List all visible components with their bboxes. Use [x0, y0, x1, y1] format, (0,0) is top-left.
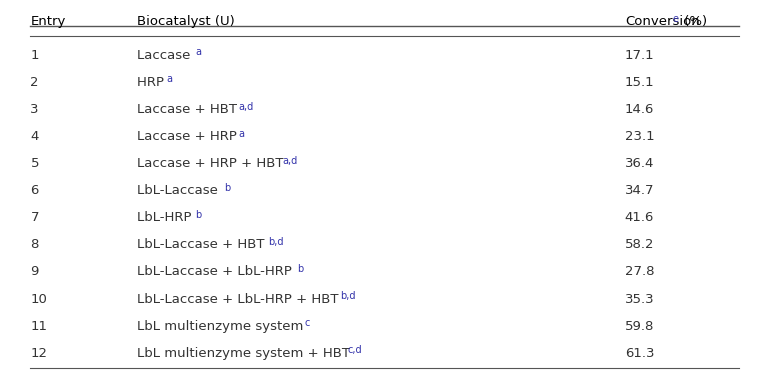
Text: a,d: a,d — [282, 156, 297, 166]
Text: b: b — [224, 183, 230, 193]
Text: 27.8: 27.8 — [625, 265, 655, 279]
Text: b: b — [297, 264, 303, 274]
Text: Laccase: Laccase — [137, 49, 195, 62]
Text: 41.6: 41.6 — [625, 211, 655, 224]
Text: 9: 9 — [30, 265, 39, 279]
Text: 2: 2 — [30, 76, 39, 89]
Text: Laccase + HRP + HBT: Laccase + HRP + HBT — [137, 157, 288, 170]
Text: Conversion: Conversion — [625, 15, 700, 28]
Text: 36.4: 36.4 — [625, 157, 655, 170]
Text: 15.1: 15.1 — [625, 76, 655, 89]
Text: 7: 7 — [30, 211, 39, 224]
Text: a: a — [239, 129, 245, 139]
Text: a: a — [166, 74, 172, 85]
Text: a,d: a,d — [239, 102, 254, 112]
Text: 23.1: 23.1 — [625, 130, 655, 143]
Text: LbL-Laccase + LbL-HRP + HBT: LbL-Laccase + LbL-HRP + HBT — [137, 293, 343, 306]
Text: 10: 10 — [30, 293, 47, 306]
Text: 17.1: 17.1 — [625, 49, 655, 62]
Text: a: a — [195, 47, 201, 58]
Text: 12: 12 — [30, 347, 47, 360]
Text: 58.2: 58.2 — [625, 238, 655, 252]
Text: 35.3: 35.3 — [625, 293, 655, 306]
Text: 6: 6 — [30, 184, 39, 197]
Text: 59.8: 59.8 — [625, 320, 655, 333]
Text: 4: 4 — [30, 130, 39, 143]
Text: 14.6: 14.6 — [625, 103, 655, 116]
Text: 5: 5 — [30, 157, 39, 170]
Text: LbL-Laccase + HBT: LbL-Laccase + HBT — [137, 238, 269, 252]
Text: LbL multienzyme system + HBT: LbL multienzyme system + HBT — [137, 347, 354, 360]
Text: c,d: c,d — [347, 345, 362, 355]
Text: (%): (%) — [680, 15, 707, 28]
Text: b: b — [195, 210, 201, 220]
Text: 3: 3 — [30, 103, 39, 116]
Text: LbL-Laccase + LbL-HRP: LbL-Laccase + LbL-HRP — [137, 265, 296, 279]
Text: 8: 8 — [30, 238, 39, 252]
Text: Entry: Entry — [30, 15, 66, 28]
Text: b,d: b,d — [341, 291, 356, 301]
Text: Laccase + HRP: Laccase + HRP — [137, 130, 242, 143]
Text: c: c — [304, 318, 309, 328]
Text: 34.7: 34.7 — [625, 184, 655, 197]
Text: 11: 11 — [30, 320, 47, 333]
Text: LbL-Laccase: LbL-Laccase — [137, 184, 223, 197]
Text: b,d: b,d — [267, 237, 283, 247]
Text: 1: 1 — [30, 49, 39, 62]
Text: Laccase + HBT: Laccase + HBT — [137, 103, 242, 116]
Text: LbL multienzyme system: LbL multienzyme system — [137, 320, 308, 333]
Text: HRP: HRP — [137, 76, 168, 89]
Text: Biocatalyst (U): Biocatalyst (U) — [137, 15, 235, 28]
Text: LbL-HRP: LbL-HRP — [137, 211, 196, 224]
Text: e: e — [672, 14, 678, 24]
Text: 61.3: 61.3 — [625, 347, 655, 360]
